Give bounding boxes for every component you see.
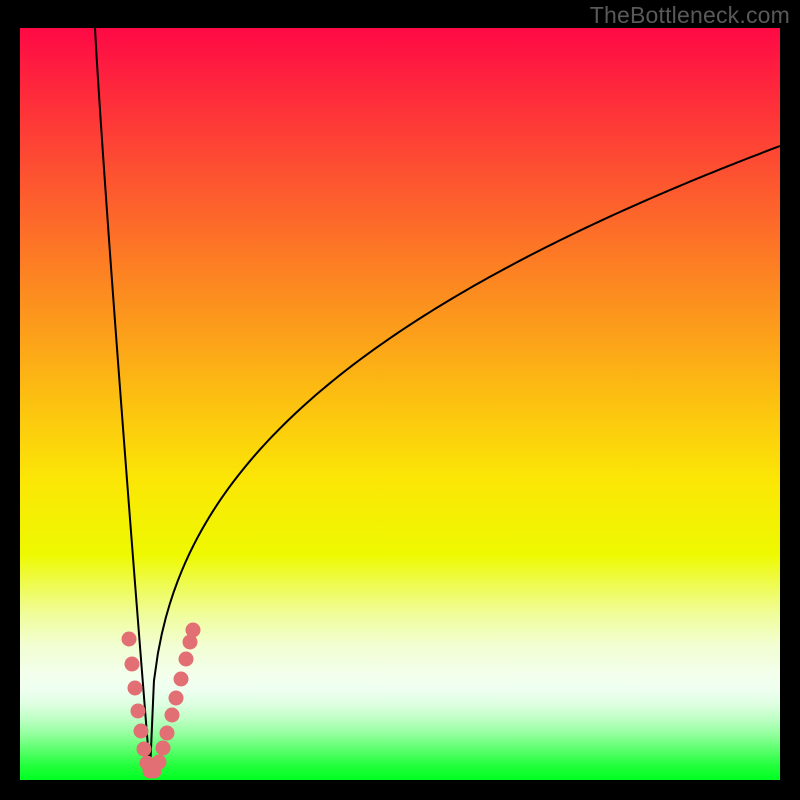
curve-marker <box>128 681 143 696</box>
curve-marker <box>186 623 201 638</box>
curve-marker <box>160 726 175 741</box>
bottleneck-chart <box>0 0 800 800</box>
curve-marker <box>174 672 189 687</box>
curve-marker <box>179 652 194 667</box>
curve-marker <box>152 755 167 770</box>
curve-marker <box>169 691 184 706</box>
curve-marker <box>165 708 180 723</box>
curve-marker <box>125 657 140 672</box>
curve-marker <box>134 724 149 739</box>
curve-marker <box>122 632 137 647</box>
curve-marker <box>156 741 171 756</box>
curve-marker <box>137 742 152 757</box>
curve-marker <box>131 704 146 719</box>
